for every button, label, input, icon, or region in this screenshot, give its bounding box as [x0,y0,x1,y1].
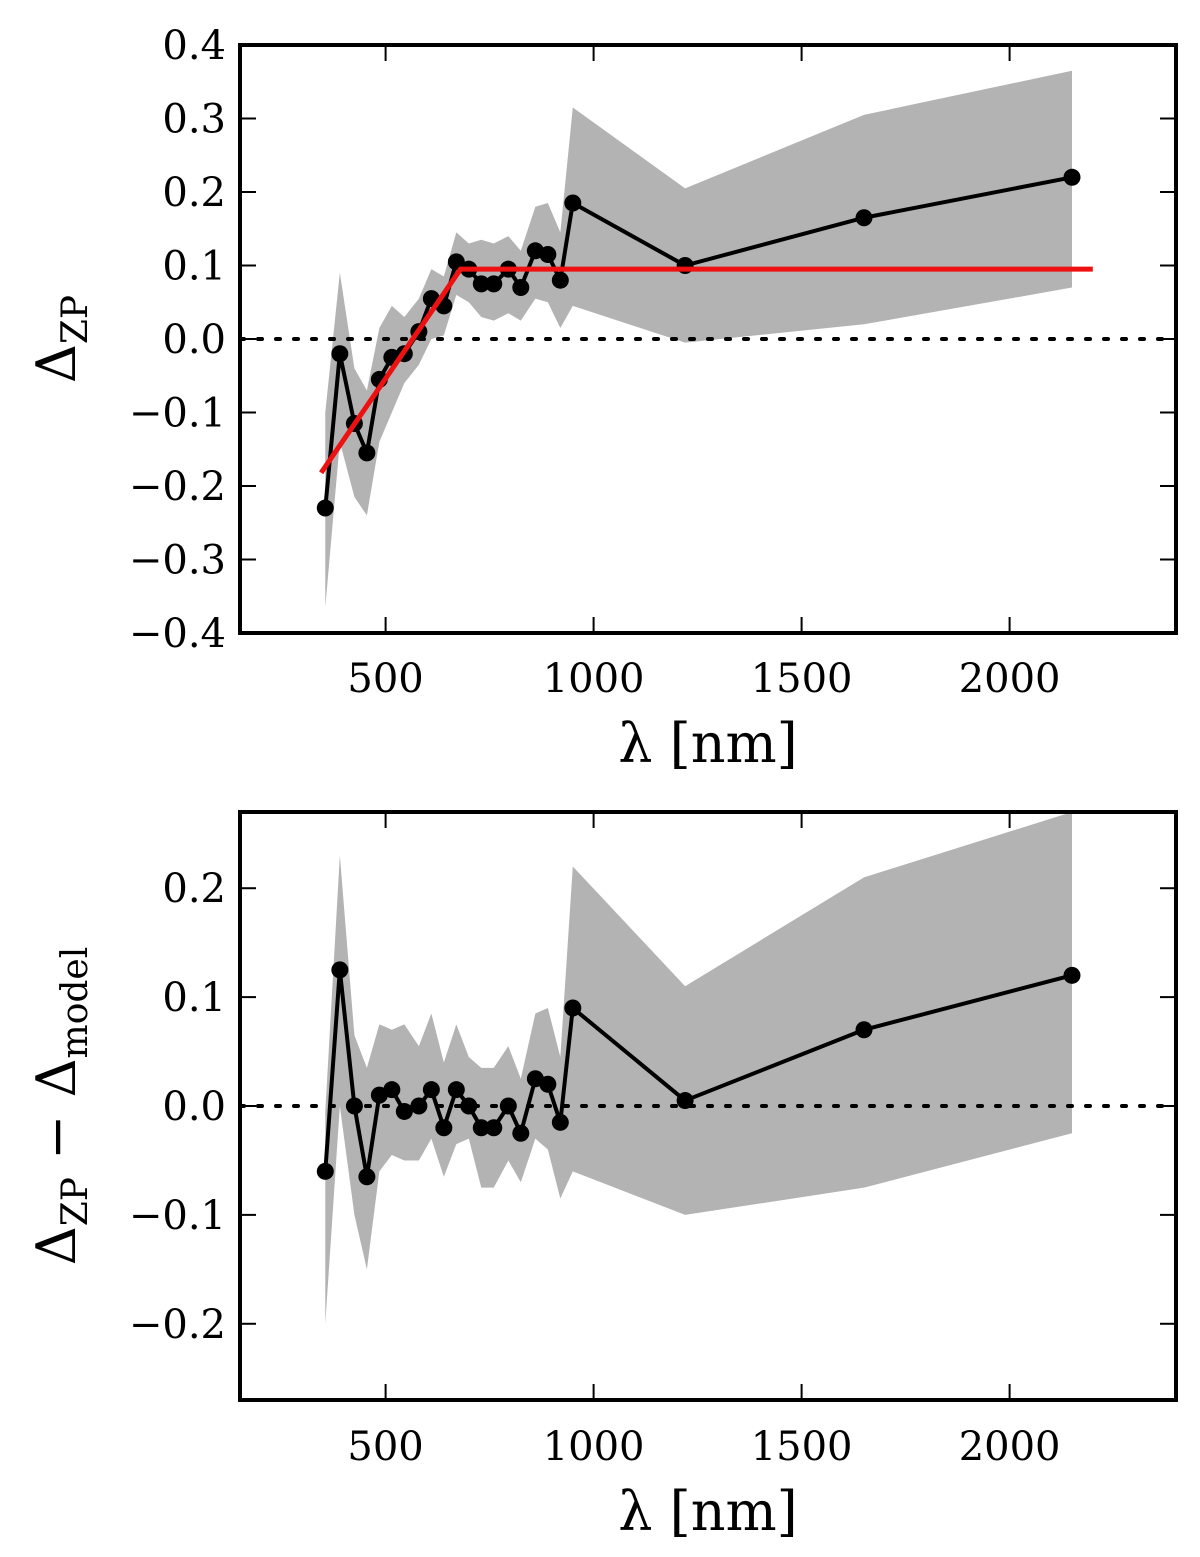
data-point [1063,168,1081,186]
y-tick-label: −0.1 [129,1193,226,1239]
data-point [331,961,349,979]
x-tick-label: 2000 [959,1424,1061,1470]
data-point [410,1097,428,1115]
uncertainty-band [325,812,1072,1324]
data-point [485,275,503,293]
y-tick-label: −0.2 [129,1302,226,1348]
data-point [551,271,569,289]
uncertainty-band [325,70,1072,608]
x-axis-label: λ [nm] [618,1480,798,1543]
y-axis-label: ΔZP [25,295,96,383]
y-tick-label: 0.3 [162,97,226,143]
data-point [472,275,490,293]
y-tick-label: −0.4 [129,611,226,657]
data-point [316,499,334,517]
model-fit-line [319,266,1093,475]
x-tick-label: 1000 [543,1424,645,1470]
y-axis-label: ΔZP − Δmodel [25,947,96,1266]
x-tick-label: 2000 [959,656,1061,702]
data-point [539,1075,557,1093]
chart-panel-2: 500 1000 1500 2000 −0.2 −0.1 0.0 0.1 0.2 λ [nm] ΔZ… [25,810,1178,1543]
data-point [512,1124,530,1142]
data-point [512,279,530,297]
data-point [435,1119,453,1137]
data-point [499,1097,517,1115]
data-point [855,209,873,227]
data-point [447,1081,465,1099]
data-point [422,1081,440,1099]
data-point [564,194,582,212]
y-tick-label: 0.1 [162,244,226,290]
data-point [358,444,376,462]
chart-panel-1: 500 1000 1500 2000 −0.4 −0.3 −0.2 −0.1 0.0 0.1 0.2… [25,23,1178,775]
y-tick-label: 0.0 [162,317,226,363]
x-tick-label: 1000 [543,656,645,702]
data-point [460,1097,478,1115]
y-tick-label: 0.2 [162,170,226,216]
y-tick-label: −0.3 [129,538,226,584]
y-tick-label: 0.1 [162,975,226,1021]
data-point [383,1081,401,1099]
data-point [855,1021,873,1039]
data-point [316,1162,334,1180]
data-point [564,999,582,1017]
y-tick-label: 0.0 [162,1084,226,1130]
data-point [345,1097,363,1115]
data-point [358,1168,376,1186]
x-tick-label: 500 [347,656,423,702]
data-point [395,1102,413,1120]
x-axis-label: λ [nm] [618,712,798,775]
data-point [1063,966,1081,984]
data-point [676,1092,694,1110]
y-tick-label: −0.1 [129,391,226,437]
data-point [485,1119,503,1137]
data-point [472,1119,490,1137]
data-point [447,253,465,271]
data-point [551,1113,569,1131]
data-point [539,245,557,263]
x-tick-label: 1500 [751,1424,853,1470]
x-tick-label: 1500 [751,656,853,702]
data-point [331,345,349,363]
y-tick-label: −0.2 [129,464,226,510]
y-tick-label: 0.2 [162,866,226,912]
x-tick-label: 500 [347,1424,423,1470]
y-tick-label: 0.4 [162,23,226,69]
